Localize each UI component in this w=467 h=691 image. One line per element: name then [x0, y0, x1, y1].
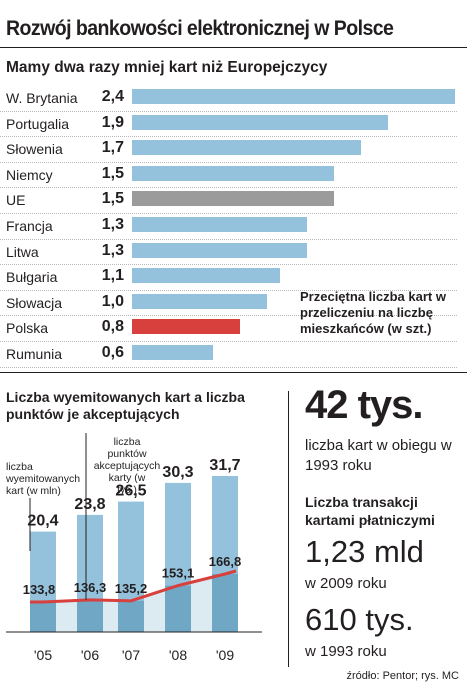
country-value-label: 1,5 — [101, 190, 124, 208]
country-label: UE — [6, 192, 26, 209]
row-separator — [0, 187, 457, 189]
row-separator — [0, 341, 457, 342]
row-separator — [0, 213, 457, 214]
country-label: Rumunia — [6, 346, 63, 362]
country-bar — [132, 242, 307, 258]
row-separator — [0, 110, 457, 112]
line-point-value: 166,8 — [209, 554, 242, 569]
vertical-divider — [288, 391, 289, 667]
source-note: źródło: Pentor; rys. MC — [346, 670, 459, 682]
transactions-1993-value: 610 tys. — [305, 602, 414, 637]
cards-1993-value: 42 tys. — [305, 383, 424, 427]
country-bar — [132, 140, 361, 156]
card-column-value: 23,8 — [74, 496, 105, 513]
card-column-value: 31,7 — [209, 457, 240, 474]
year-tick-label: '05 — [34, 647, 52, 663]
year-tick-label: '09 — [216, 647, 234, 663]
country-value-label: 1,7 — [101, 139, 124, 157]
combo-chart-title: Liczba wyemitowanych kart a liczba punkt… — [6, 389, 245, 422]
card-column-overlap — [212, 574, 238, 632]
title-rule — [0, 47, 467, 48]
row-separator — [0, 315, 457, 317]
card-column-overlap — [30, 602, 56, 632]
country-bar — [132, 345, 213, 360]
transactions-2009-value: 1,23 mld — [305, 534, 424, 569]
country-label: Litwa — [6, 243, 39, 260]
main-title: Rozwój bankowości elektronicznej w Polsc… — [6, 17, 394, 40]
country-value-label: 1,0 — [101, 292, 124, 310]
country-value-label: 0,8 — [101, 318, 124, 336]
row-separator — [0, 289, 457, 291]
country-label: Słowacja — [6, 294, 63, 311]
bar-chart-annotation: Przeciętna liczba kart w przeliczeniu na… — [300, 289, 446, 336]
country-label: Słowenia — [6, 141, 63, 158]
line-point-value: 133,8 — [23, 582, 56, 597]
country-bar — [132, 319, 240, 335]
country-label: Bułgaria — [6, 269, 58, 286]
country-bar — [132, 114, 388, 130]
year-tick-label: '08 — [169, 647, 187, 663]
row-separator — [0, 136, 457, 138]
country-label: Francja — [6, 218, 53, 234]
country-label: Portugalia — [6, 115, 70, 132]
column-series-label: liczba wyemitowanych kart (w mln) — [5, 461, 80, 497]
country-bar — [132, 217, 307, 232]
card-column-value: 20,4 — [27, 513, 58, 530]
card-column-overlap — [77, 599, 103, 632]
line-point-value: 136,3 — [74, 580, 107, 595]
bar-chart-title: Mamy dwa razy mniej kart niż Europejczyc… — [6, 59, 328, 76]
country-value-label: 1,9 — [101, 113, 124, 131]
section-rule — [0, 372, 467, 373]
row-separator — [0, 366, 457, 368]
transactions-heading: Liczba transakcji kartami płatniczymi — [305, 494, 435, 528]
country-bar — [132, 165, 334, 181]
country-bar — [132, 293, 267, 309]
card-column-value: 26,5 — [115, 483, 146, 500]
transactions-2009-label: w 2009 roku — [305, 575, 387, 592]
country-label: Niemcy — [6, 166, 53, 183]
card-column-overlap — [165, 585, 191, 632]
card-column-value: 30,3 — [162, 464, 193, 481]
year-tick-label: '07 — [122, 647, 140, 663]
country-value-label: 1,3 — [101, 216, 124, 233]
country-bar — [132, 191, 334, 207]
country-label: Polska — [6, 320, 49, 337]
row-separator — [0, 264, 457, 266]
cards-1993-label: liczba kart w obiegu w 1993 roku — [305, 437, 452, 474]
country-value-label: 0,6 — [101, 344, 124, 361]
line-point-value: 153,1 — [162, 566, 195, 581]
row-separator — [0, 238, 457, 240]
row-separator — [0, 161, 457, 163]
country-bar — [132, 89, 455, 104]
country-value-label: 2,4 — [101, 88, 124, 105]
line-series-label: liczba punktów akceptujących karty (w tys.) — [94, 436, 161, 496]
country-value-label: 1,1 — [101, 267, 124, 285]
country-value-label: 1,3 — [101, 241, 124, 259]
country-bar — [132, 268, 281, 284]
accepting-points-line — [30, 569, 237, 604]
line-point-value: 135,2 — [115, 581, 148, 596]
transactions-1993-label: w 1993 roku — [305, 643, 387, 660]
card-column-overlap — [118, 600, 144, 632]
country-label: W. Brytania — [6, 90, 78, 106]
year-tick-label: '06 — [81, 647, 99, 663]
country-value-label: 1,5 — [101, 164, 124, 182]
